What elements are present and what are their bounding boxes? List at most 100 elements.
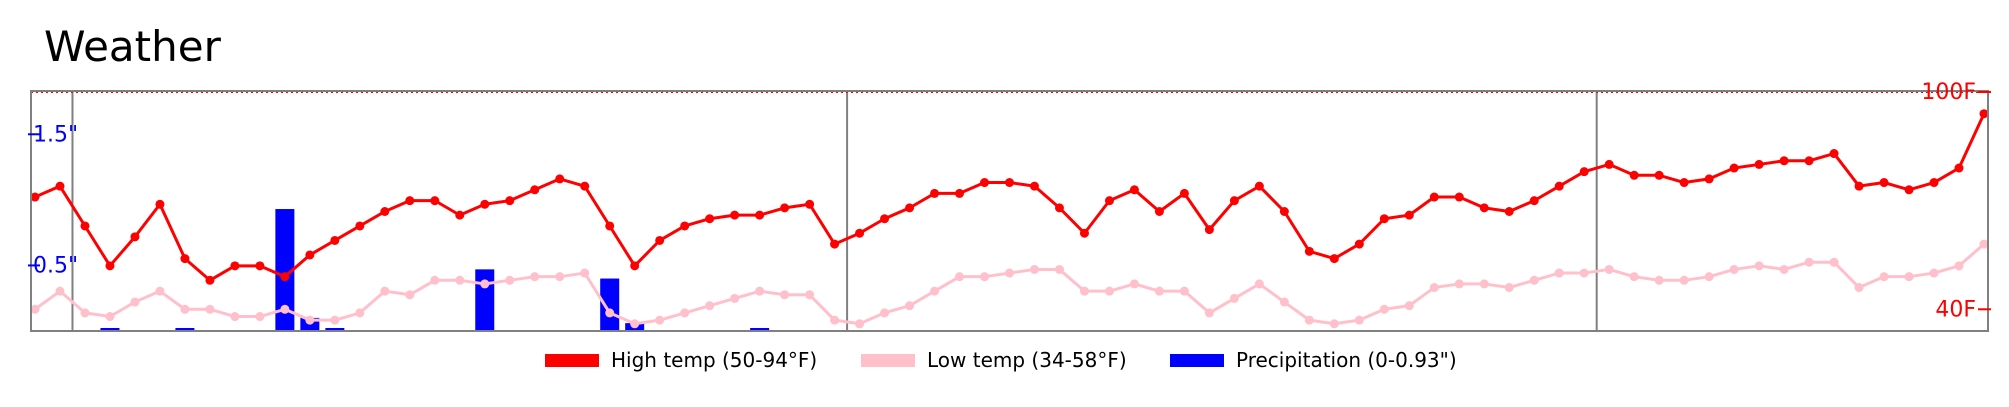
high-temp-point <box>155 199 165 209</box>
high-temp-point <box>1404 210 1414 220</box>
high-temp-point <box>1779 156 1789 166</box>
low-temp-point <box>1629 272 1639 282</box>
high-temp-point <box>130 232 140 242</box>
low-temp-point <box>455 275 465 285</box>
high-temp-point <box>1629 170 1639 180</box>
low-temp-point <box>305 315 315 325</box>
low-temp-point <box>705 301 715 311</box>
left-tick-label-1: 1.5" <box>33 122 78 147</box>
high-temp-point <box>1579 167 1589 177</box>
low-temp-point <box>1679 275 1689 285</box>
high-temp-point <box>855 228 865 238</box>
high-temp-point <box>1029 181 1039 191</box>
low-temp-point <box>1879 272 1889 282</box>
high-temp-point <box>1929 178 1939 188</box>
low-temp-point <box>105 312 115 322</box>
low-temp-point <box>480 279 490 289</box>
high-temp-point <box>830 239 840 249</box>
low-temp-point <box>130 297 140 307</box>
precip-bar <box>100 328 120 331</box>
low-temp-point <box>30 304 40 314</box>
high-temp-point <box>1754 159 1764 169</box>
high-temp-point <box>630 261 640 271</box>
low-temp-point <box>1929 268 1939 278</box>
right-axis: 100F 40F <box>1921 80 1991 322</box>
high-temp-point <box>1904 185 1914 195</box>
high-temp-point <box>1504 207 1514 216</box>
high-temp-point <box>1429 192 1439 202</box>
high-temp-point <box>1654 170 1664 180</box>
low-temp-point <box>1104 286 1114 296</box>
low-temp-point <box>505 275 515 285</box>
low-temp-point <box>1604 264 1614 274</box>
high-temp-series <box>30 109 1989 285</box>
high-temp-point <box>480 199 490 209</box>
low-temp-point <box>1304 315 1314 325</box>
low-temp-point <box>405 290 415 300</box>
high-temp-point <box>55 181 65 191</box>
low-temp-point <box>1204 308 1214 318</box>
high-temp-point <box>655 235 665 245</box>
low-temp-point <box>1179 286 1189 296</box>
high-temp-point <box>1279 207 1289 216</box>
low-temp-point <box>930 286 940 296</box>
low-temp-point <box>1429 283 1439 293</box>
low-temp-point <box>680 308 690 318</box>
high-temp-point <box>1354 239 1364 249</box>
low-temp-point <box>355 308 365 318</box>
legend-label-low: Low temp (34-58°F) <box>927 348 1127 372</box>
precip-bar <box>475 269 495 331</box>
low-temp-point <box>1779 264 1789 274</box>
low-temp-point <box>380 286 390 296</box>
low-temp-point <box>1404 301 1414 311</box>
high-temp-point <box>880 214 890 224</box>
precip-bar <box>750 328 770 331</box>
month-dividers <box>71 91 1598 331</box>
left-axis: 1.5" 0.5" <box>28 122 78 278</box>
right-tick-label-2: 40F <box>1935 297 1976 322</box>
high-temp-point <box>1304 246 1314 256</box>
low-temp-point <box>1079 286 1089 296</box>
low-temp-point <box>555 272 565 282</box>
high-temp-point <box>530 185 540 195</box>
high-temp-point <box>30 192 40 202</box>
precip-bar <box>175 328 195 331</box>
high-temp-point <box>680 221 690 231</box>
high-temp-point <box>1379 214 1389 224</box>
high-temp-point <box>705 214 715 224</box>
high-temp-point <box>1879 178 1889 188</box>
low-temp-point <box>830 315 840 325</box>
low-temp-point <box>1354 315 1364 325</box>
low-temp-point <box>1579 268 1589 278</box>
high-temp-point <box>1229 196 1239 206</box>
low-temp-point <box>805 290 815 300</box>
legend-item-high: High temp (50-94°F) <box>545 345 817 375</box>
low-temp-point <box>855 319 865 329</box>
low-temp-point <box>580 268 590 278</box>
right-tick-label-1: 100F <box>1921 80 1976 105</box>
low-temp-point <box>1029 264 1039 274</box>
high-temp-point <box>1005 178 1014 188</box>
high-temp-point <box>330 235 340 245</box>
low-temp-point <box>330 315 340 325</box>
high-temp-point <box>1204 225 1214 235</box>
low-temp-point <box>655 315 665 325</box>
low-temp-point <box>55 286 65 296</box>
high-temp-line <box>34 113 1986 282</box>
low-temp-point <box>1979 239 1989 249</box>
high-temp-point <box>1554 181 1564 191</box>
high-temp-point <box>455 210 465 220</box>
high-temp-point <box>905 203 915 213</box>
low-temp-point <box>1504 283 1514 293</box>
low-temp-line <box>34 242 1985 326</box>
low-temp-point <box>1154 286 1164 296</box>
legend-item-precip: Precipitation (0-0.93") <box>1170 345 1457 375</box>
low-temp-point <box>1329 319 1339 329</box>
low-temp-point <box>80 308 90 318</box>
legend-label-high: High temp (50-94°F) <box>611 348 818 372</box>
high-temp-point <box>505 196 515 206</box>
low-temp-point <box>1229 293 1239 303</box>
high-temp-point <box>780 203 790 213</box>
low-temp-point <box>1554 268 1564 278</box>
low-temp-point <box>1479 279 1489 289</box>
